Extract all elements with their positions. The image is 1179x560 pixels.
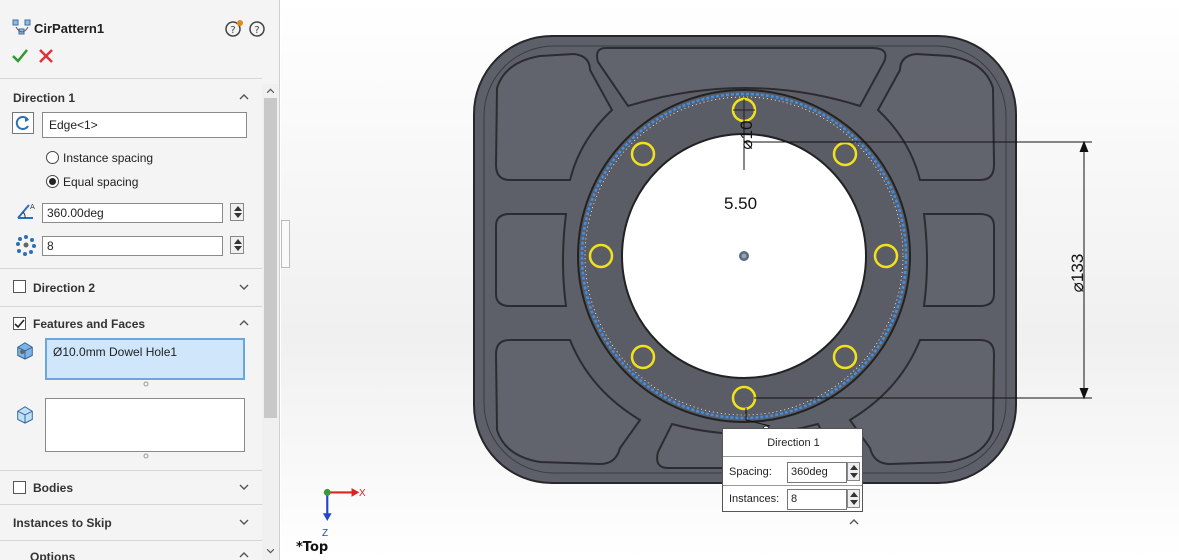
chevron-up-icon[interactable] [238,549,250,560]
feature-title: CirPattern1 [34,21,105,36]
chevron-up-icon[interactable] [238,91,250,103]
direction2-title: Direction 2 [33,281,96,295]
circular-pattern-icon [12,19,31,35]
chevron-up-icon[interactable] [238,317,250,329]
triad-x-label: X [359,488,366,499]
property-manager-panel: CirPattern1 ? ? Direction 1 Edge<1> Inst… [0,0,280,560]
instance-spacing-radio[interactable] [46,151,59,164]
bolt-circle-diameter-dimension[interactable]: ⌀133 [1068,253,1087,293]
equal-spacing-label: Equal spacing [63,175,139,189]
chevron-up-icon[interactable] [848,516,860,528]
resize-handle-icon[interactable] [143,453,149,459]
direction1-title: Direction 1 [13,91,76,105]
rotate-direction-icon[interactable] [12,112,34,134]
whats-wrong-icon[interactable]: ? [224,19,244,39]
equal-spacing-radio[interactable] [46,175,59,188]
chevron-down-icon[interactable] [238,481,250,493]
bodies-group[interactable]: Bodies [0,470,262,504]
pattern-axis-field[interactable]: Edge<1> [42,112,247,138]
angle-icon: A [17,203,35,219]
cancel-close-button[interactable] [37,47,55,65]
scroll-down-icon[interactable] [265,546,276,556]
resize-handle-icon[interactable] [143,381,149,387]
instances-to-skip-group[interactable]: Instances to Skip [0,504,262,540]
options-title: Options [30,550,76,560]
help-icon[interactable]: ? [248,19,268,39]
features-list-box[interactable]: Ø10.0mm Dowel Hole1 [45,338,245,380]
triad-z-label: Z [322,528,329,539]
direction-callout: Direction 1 Spacing: 360deg Instances: 8 [722,428,863,512]
instances-icon [16,235,36,256]
features-faces-checkbox[interactable] [13,317,26,330]
callout-instances-spinner[interactable] [847,489,860,508]
scrollbar-thumb[interactable] [264,98,277,418]
callout-spacing-field[interactable]: 360deg [787,462,847,483]
instances-field[interactable]: 8 [42,236,223,256]
svg-text:?: ? [254,25,259,36]
callout-spacing-spinner[interactable] [847,462,860,481]
faces-to-pattern-icon [17,406,33,424]
panel-splitter-handle[interactable] [281,220,290,268]
faces-list-box[interactable] [45,398,245,452]
instance-spacing-label: Instance spacing [63,151,154,165]
panel-header: CirPattern1 ? ? [0,0,265,78]
bodies-checkbox[interactable] [13,481,26,494]
angle-spinner[interactable] [230,203,244,221]
view-name-label: *Top [296,540,329,555]
panel-scrollbar[interactable] [262,84,279,560]
callout-instances-label: Instances: [729,493,780,505]
instances-spinner[interactable] [230,236,244,254]
callout-title: Direction 1 [767,437,820,449]
chevron-down-icon[interactable] [238,281,250,293]
direction2-checkbox[interactable] [13,280,26,293]
chevron-down-icon[interactable] [238,516,250,528]
callout-instances-field[interactable]: 8 [787,489,847,510]
features-faces-group: Features and Faces Ø10.0mm Dowel Hole1 [0,306,262,470]
ok-checkmark-button[interactable] [11,47,29,65]
bodies-title: Bodies [33,481,74,495]
feature-list-item[interactable]: Ø10.0mm Dowel Hole1 [53,345,178,359]
svg-text:?: ? [230,25,235,36]
hole-diameter-dimension[interactable]: ⌀10 [737,120,756,150]
scroll-up-icon[interactable] [265,86,276,96]
depth-dimension[interactable]: 5.50 [724,194,758,213]
instances-to-skip-title: Instances to Skip [13,516,112,530]
view-triad-icon [322,488,360,521]
direction1-group: Direction 1 Edge<1> Instance spacing Equ… [0,78,262,268]
callout-spacing-label: Spacing: [729,466,772,478]
angle-field[interactable]: 360.00deg [42,203,223,223]
svg-text:A: A [30,203,35,211]
features-faces-title: Features and Faces [33,317,146,331]
options-group[interactable]: Options [0,540,262,560]
features-to-pattern-icon [17,342,33,360]
direction2-group[interactable]: Direction 2 [0,268,262,306]
